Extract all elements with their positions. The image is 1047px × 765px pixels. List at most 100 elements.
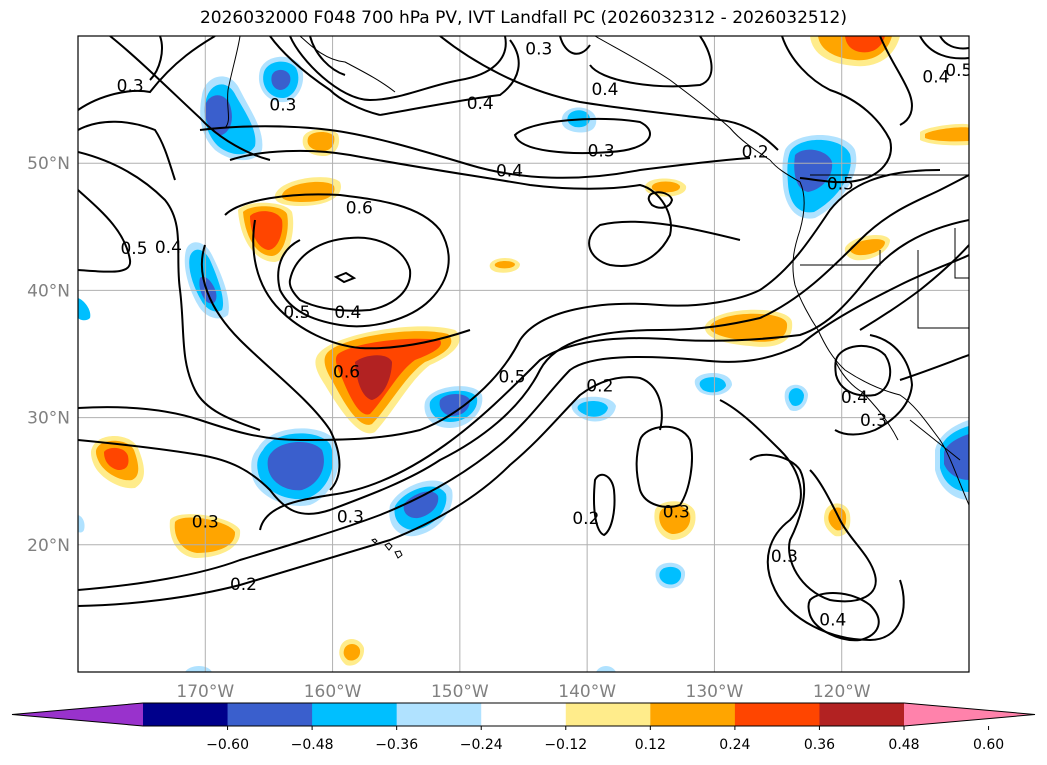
contour-label: 0.4	[922, 68, 949, 88]
contour-label: 0.5	[945, 61, 972, 81]
longitude-tick-label: 170°W	[176, 682, 234, 702]
contour-label: 0.3	[771, 547, 798, 567]
pv-positive-blob	[355, 355, 392, 400]
contour-line	[807, 592, 880, 642]
colorbar-segment	[481, 703, 567, 726]
contour-line	[834, 334, 914, 436]
colorbar-outline	[11, 702, 1036, 727]
contour-line	[635, 425, 693, 508]
contour-line	[513, 117, 651, 154]
pv-negative-blob	[267, 441, 324, 491]
contour-label: 0.4	[841, 388, 868, 408]
pv-negative-blob	[185, 666, 212, 672]
contour-line	[199, 125, 751, 179]
contour-label: 0.2	[742, 143, 769, 163]
longitude-tick-label: 140°W	[558, 682, 616, 702]
contour-label: 0.3	[269, 96, 296, 116]
contour-label: 0.5	[283, 303, 310, 323]
contour-line	[78, 151, 261, 431]
contour-line	[78, 189, 132, 273]
colorbar-tick-label: 0.48	[888, 737, 919, 753]
pv-negative-blob	[699, 377, 726, 393]
pv-positive-blob	[659, 505, 691, 534]
longitude-tick-label: 120°W	[813, 682, 871, 702]
pv-positive-blob	[925, 127, 969, 142]
contour-line	[78, 376, 905, 642]
contour-label: 0.3	[860, 411, 887, 431]
longitude-tick-labels: 170°W 160°W 150°W 140°W 130°W 120°W	[176, 682, 870, 702]
pv-positive-blob	[651, 181, 681, 193]
colorbar-tick-label: −0.36	[375, 737, 418, 753]
contour-line	[200, 244, 341, 491]
pv-negative-blob	[439, 394, 470, 416]
pv-negative-blob	[788, 388, 804, 406]
contour-line	[78, 169, 941, 442]
contour-label: 0.3	[663, 503, 690, 523]
pv-positive-blob	[494, 261, 515, 269]
colorbar-tick-label: −0.60	[206, 737, 249, 753]
plot-title: 2026032000 F048 700 hPa PV, IVT Landfall…	[199, 8, 847, 28]
pv-negative-blob	[403, 491, 439, 519]
pv-positive-blob	[343, 644, 361, 661]
pv-positive-blob	[709, 313, 788, 342]
longitude-tick-label: 160°W	[304, 682, 362, 702]
contour-line	[78, 174, 969, 515]
colorbar-tick-label: 0.12	[635, 737, 666, 753]
colorbar-segment	[396, 703, 482, 726]
contour-label: 0.3	[588, 141, 615, 161]
contour-line	[593, 473, 616, 537]
contour-line	[149, 36, 381, 116]
pv-positive-blob	[849, 239, 885, 256]
colorbar-tick-label: 0.24	[719, 737, 750, 753]
contour-line	[379, 36, 713, 116]
contour-line	[309, 36, 346, 76]
latitude-tick-label: 20°N	[27, 536, 70, 556]
contour-label: 0.2	[230, 575, 257, 595]
latitude-tick-label: 40°N	[27, 281, 70, 301]
pv-negative-blob	[577, 400, 608, 417]
hawaii-islands	[371, 538, 403, 559]
pv-negative-blob	[204, 95, 232, 136]
pv-positive-blob	[307, 132, 335, 152]
alaska-coast	[224, 36, 771, 161]
contour-labels: 0.30.3 0.40.30.40.30.40.60.5 0.40.5 0.40.6 0…	[117, 40, 972, 631]
colorbar-extend-max	[904, 703, 1035, 726]
longitude-tick-label: 130°W	[686, 682, 744, 702]
contour-line	[252, 219, 471, 350]
pv-negative-blob	[78, 298, 91, 321]
contour-label: 0.4	[467, 94, 494, 114]
contour-label: 0.4	[591, 80, 618, 100]
contour-line	[224, 193, 450, 328]
colorbar-tick-label: −0.12	[544, 737, 587, 753]
map-panel: 0.30.3 0.40.30.40.30.40.60.5 0.40.5 0.40.6 0…	[78, 36, 972, 672]
contour-line	[859, 244, 969, 381]
contour-label: 0.4	[155, 238, 182, 258]
pv-positive-blob	[104, 447, 129, 470]
colorbar-segment	[312, 703, 398, 726]
colorbar-tick-label: −0.24	[460, 737, 503, 753]
pv-positive-blob	[281, 181, 335, 202]
longitude-tick-label: 150°W	[431, 682, 489, 702]
contour-line	[78, 36, 216, 111]
contour-line	[647, 191, 674, 209]
pv-negative-blob	[596, 666, 616, 672]
colorbar: −0.60 −0.48 −0.36 −0.24 −0.12 0.12 0.24 0.36 0.4…	[11, 702, 1036, 753]
latitude-tick-label: 50°N	[27, 154, 70, 174]
contour-label: 0.5	[120, 239, 147, 259]
contour-line	[288, 236, 412, 312]
colorbar-segment	[565, 703, 651, 726]
contour-label: 0.3	[117, 76, 144, 96]
pv-positive-blob	[250, 211, 283, 250]
contour-line	[834, 344, 892, 397]
colorbar-segment	[650, 703, 736, 726]
contour-line	[439, 36, 779, 151]
contour-label: 0.2	[572, 509, 599, 529]
colorbar-tick-label: 0.60	[973, 737, 1004, 753]
contour-label: 0.5	[827, 174, 854, 194]
colorbar-extend-min	[12, 703, 143, 726]
contour-line	[781, 36, 892, 184]
contour-line	[289, 36, 507, 102]
colorbar-segment	[819, 703, 905, 726]
ivt-contours	[78, 36, 969, 642]
latitude-tick-labels: 20°N 30°N 40°N 50°N	[27, 154, 70, 556]
